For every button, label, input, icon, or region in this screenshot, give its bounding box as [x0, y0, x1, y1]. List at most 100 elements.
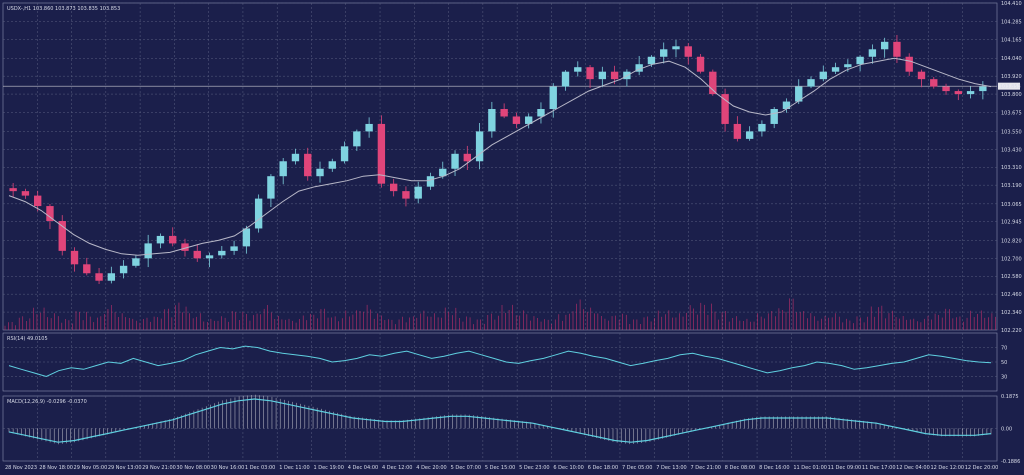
candle-body	[475, 131, 484, 162]
candle-body	[672, 46, 680, 50]
x-axis-label: 1 Dec 03:00	[245, 465, 275, 471]
x-axis-label: 11 Dec 09:00	[828, 465, 862, 471]
x-axis-label: 29 Nov 21:00	[142, 465, 176, 471]
rsi-pane-title: RSI(14) 49.0105	[7, 336, 48, 342]
candle-body	[463, 153, 471, 162]
x-axis-label: 5 Dec 07:00	[451, 465, 481, 471]
candle-body	[966, 91, 975, 95]
candle-body	[46, 206, 54, 221]
price-tick-label: 103.430	[1001, 147, 1022, 153]
candle-body	[254, 198, 263, 229]
rsi-tick-label: 30	[1001, 375, 1007, 381]
candle-body	[439, 168, 447, 177]
price-pane-title: USDX-,H1 103.860 103.873 103.835 103.853	[7, 6, 120, 12]
candle-body	[917, 71, 926, 80]
price-tick-label: 104.165	[1001, 38, 1022, 44]
price-tick-label: 103.675	[1001, 111, 1022, 117]
x-axis-label: 30 Nov 16:00	[211, 465, 245, 471]
candle-body	[304, 153, 312, 177]
candle-body	[279, 161, 287, 177]
candle-body	[709, 71, 717, 95]
candle-body	[488, 109, 496, 132]
candle-body	[267, 176, 275, 199]
x-axis-label: 29 Nov 05:00	[74, 465, 108, 471]
candle-body	[242, 228, 251, 247]
candle-body	[414, 186, 422, 199]
x-axis-label: 8 Dec 16:00	[759, 465, 789, 471]
macd-pane-title: MACD(12,26,9) -0.0296 -0.0370	[7, 399, 87, 405]
candle-body	[795, 86, 803, 102]
price-tick-label: 102.700	[1001, 256, 1022, 262]
candle-body	[782, 101, 791, 110]
candle-body	[500, 109, 508, 117]
candle-body	[132, 258, 140, 266]
x-axis-label: 12 Dec 04:00	[896, 465, 930, 471]
price-tick-label: 104.410	[1001, 1, 1022, 7]
candle-body	[9, 188, 17, 192]
candle-body	[525, 116, 533, 124]
candle-body	[561, 71, 570, 87]
price-tick-label: 103.065	[1001, 202, 1022, 208]
x-axis-label: 12 Dec 20:00	[965, 465, 999, 471]
candle-body	[169, 235, 177, 244]
x-axis-label: 11 Dec 17:00	[862, 465, 896, 471]
x-axis-label: 8 Dec 08:00	[725, 465, 755, 471]
candle-body	[107, 273, 116, 281]
x-axis-label: 5 Dec 23:00	[519, 465, 549, 471]
candle-body	[831, 67, 840, 72]
candle-body	[745, 131, 754, 139]
x-axis-label: 11 Dec 01:00	[793, 465, 827, 471]
candle-body	[205, 255, 214, 259]
x-axis-label: 28 Nov 18:00	[39, 465, 73, 471]
candle-body	[844, 64, 852, 68]
x-axis-label: 28 Nov 2023	[5, 465, 37, 471]
candle-body	[58, 221, 66, 251]
candle-body	[291, 153, 300, 162]
x-axis-label: 7 Dec 21:00	[691, 465, 721, 471]
x-axis-label: 6 Dec 18:00	[588, 465, 618, 471]
candle-body	[733, 123, 742, 139]
candle-body	[83, 264, 91, 274]
x-axis-label: 6 Dec 10:00	[553, 465, 583, 471]
candle-body	[635, 64, 643, 72]
candle-body	[660, 49, 668, 57]
last-price-box	[998, 82, 1020, 90]
candle-body	[353, 131, 361, 147]
candle-body	[193, 250, 201, 259]
candle-body	[95, 273, 103, 281]
candle-body	[979, 86, 987, 92]
price-tick-label: 102.580	[1001, 274, 1022, 280]
price-tick-label: 102.460	[1001, 292, 1022, 298]
candle-body	[328, 161, 336, 169]
x-axis-label: 30 Nov 08:00	[176, 465, 210, 471]
x-axis-label: 1 Dec 19:00	[313, 465, 343, 471]
candle-body	[770, 109, 778, 124]
candle-body	[426, 176, 435, 187]
candle-body	[893, 41, 901, 57]
x-axis-label: 4 Dec 20:00	[416, 465, 446, 471]
candle-body	[230, 246, 238, 251]
candle-body	[377, 123, 386, 184]
x-axis-label: 12 Dec 12:00	[930, 465, 964, 471]
macd-tick-label: 0.1875	[1001, 394, 1019, 400]
rsi-line	[8, 345, 992, 378]
candle-body	[402, 191, 410, 199]
price-tick-label: 104.285	[1001, 20, 1022, 26]
candle-body	[598, 71, 607, 80]
candle-body	[70, 250, 79, 265]
macd-tick-label: 0.00	[1001, 426, 1012, 432]
candle-body	[119, 265, 128, 274]
price-tick-label: 103.920	[1001, 74, 1022, 80]
candle-body	[684, 46, 692, 57]
candle-body	[316, 168, 324, 177]
price-tick-label: 103.800	[1001, 92, 1022, 98]
rsi-tick-label: 50	[1001, 360, 1007, 366]
candle-body	[218, 250, 226, 256]
candle-body	[549, 86, 557, 110]
candle-body	[537, 109, 545, 117]
moving-average-line	[8, 57, 992, 256]
price-tick-label: 103.550	[1001, 129, 1022, 135]
candle-body	[181, 243, 189, 251]
